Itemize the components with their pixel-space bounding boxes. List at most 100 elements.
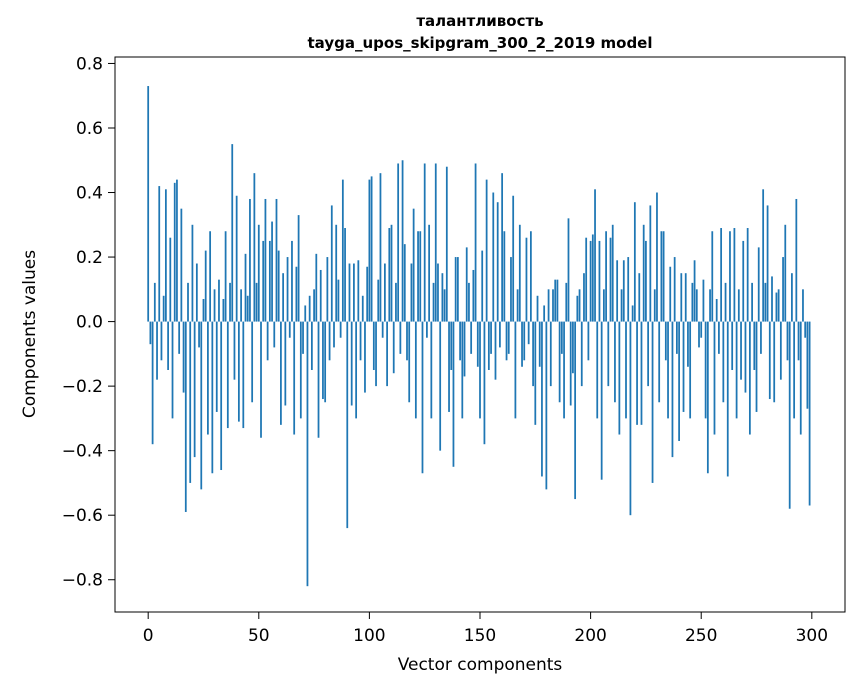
bar [383,263,386,322]
bar [211,321,214,474]
bar [682,321,685,412]
bar [614,321,616,403]
bar [545,321,548,490]
bar [240,289,242,322]
bar [153,282,156,322]
bar [660,231,663,322]
bar [237,321,240,422]
bar [200,321,203,490]
bar [222,299,225,322]
bar [322,321,324,400]
bar [647,321,650,387]
chart-title-model: tayga_upos_skipgram_300_2_2019 model [307,34,653,52]
bar [476,321,479,367]
bar [204,250,207,322]
bar [766,205,769,322]
bar [441,273,444,322]
bar [536,295,539,322]
x-tick-label: 150 [464,626,496,646]
bar [291,240,293,322]
bar [317,321,320,438]
bar [638,273,641,322]
bar [335,224,338,322]
bar [264,198,267,322]
bar [184,321,187,512]
bar [651,321,654,483]
bar [304,305,307,322]
bar [319,269,322,322]
bar [479,321,481,419]
bar [454,257,457,322]
bar [709,289,711,322]
bar [195,263,198,322]
bar [426,321,428,338]
chart-title-word: талантливость [416,12,544,30]
bar [443,289,446,322]
bar [437,263,439,322]
bar [483,321,486,445]
y-tick-label: −0.4 [62,442,103,462]
bar [631,305,634,322]
bar [310,321,313,370]
bar [313,289,315,322]
bar [799,321,802,435]
bar [729,231,731,322]
bar [414,321,417,419]
bar [698,321,700,348]
bar [189,321,192,483]
bar [640,321,643,425]
bar [501,173,504,322]
bar [326,257,329,322]
bar [324,321,327,403]
bar [176,179,178,322]
bar [711,231,714,322]
bar [430,321,433,419]
bar [585,237,588,322]
bar [538,321,541,367]
bar [760,321,762,354]
bar [452,321,455,467]
bar [346,321,349,529]
bar [784,224,787,322]
bar [680,273,683,322]
bar [547,289,550,322]
bar [662,231,665,322]
bar [169,237,172,322]
bar [280,321,282,425]
y-tick-label: 0.4 [76,184,103,204]
bar [215,321,218,412]
bar [386,321,388,387]
bar [510,257,512,322]
x-tick-label: 50 [248,626,270,646]
bar [678,321,680,441]
bar [399,321,402,354]
bar [439,321,442,451]
y-axis-label: Components values [20,249,40,419]
bar [587,321,590,361]
bar [720,228,723,322]
bar [580,321,583,387]
bar [611,224,614,322]
bar [671,321,674,458]
bar [795,198,798,322]
bar [653,289,656,322]
bar [463,321,466,377]
bar [178,321,181,354]
bar [797,321,800,361]
bar [755,321,758,412]
bar [578,289,581,322]
bar [600,321,603,480]
bar [744,321,747,393]
bar [605,231,607,322]
bar [552,289,554,322]
bar [525,237,528,322]
bar [704,321,707,419]
bar [295,266,298,322]
bar [492,192,495,322]
bar [273,321,276,348]
bar [233,321,236,380]
bar [147,86,150,322]
x-axis-label: Vector components [397,655,563,675]
bar [523,321,526,361]
bar [470,321,473,354]
